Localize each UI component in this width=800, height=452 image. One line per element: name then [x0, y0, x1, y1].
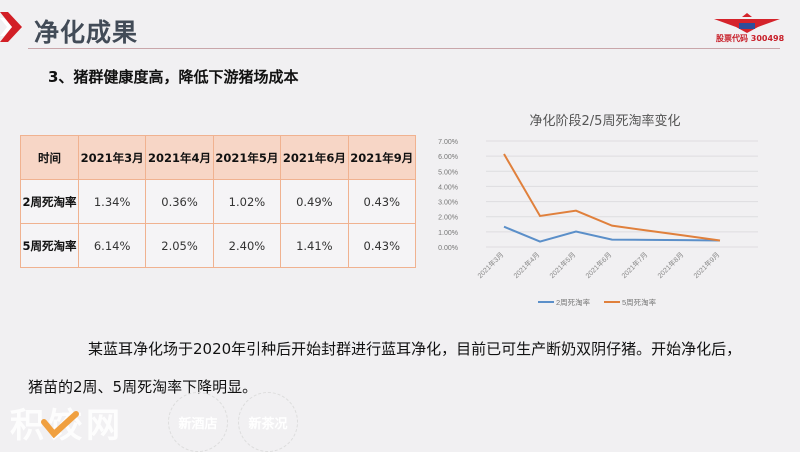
table-cell: 1.41%: [280, 223, 349, 268]
company-logo-icon: [714, 13, 780, 33]
legend-label: 5周死淘率: [622, 297, 657, 307]
table-cell: 0.49%: [280, 179, 349, 224]
y-tick-label: 0.00%: [438, 245, 458, 252]
table-header-cell: 2021年3月: [77, 135, 147, 180]
table-header-cell: 2021年5月: [212, 135, 282, 180]
x-tick-label: 2021年4月: [511, 250, 541, 280]
x-tick-label: 2021年9月: [691, 250, 721, 280]
series-line: [503, 153, 721, 242]
table-cell: 1.34%: [77, 179, 147, 224]
stock-code: 股票代码 300498: [716, 34, 785, 43]
table-row: 5周死淘率 6.14% 2.05% 2.40% 1.41% 0.43%: [20, 223, 417, 268]
table-header-cell: 2021年9月: [347, 135, 417, 180]
chevron-icon: [0, 12, 22, 42]
y-tick-label: 4.00%: [438, 184, 458, 191]
table-cell: 2.05%: [145, 223, 214, 268]
x-tick-label: 2021年8月: [655, 250, 685, 280]
x-tick-label: 2021年3月: [475, 250, 505, 280]
x-tick-label: 2021年6月: [583, 250, 613, 280]
chart-title: 净化阶段2/5周死淘率变化: [529, 114, 681, 129]
table-cell: 0.43%: [347, 179, 417, 224]
row-label: 2周死淘率: [20, 179, 79, 224]
table-header-cell: 2021年6月: [280, 135, 349, 180]
y-tick-label: 1.00%: [438, 230, 458, 237]
body-paragraph: 某蓝耳净化场于2020年引种后开始封群进行蓝耳净化，目前已可生产断奶双阴仔猪。开…: [28, 330, 768, 406]
table-row: 2周死淘率 1.34% 0.36% 1.02% 0.49% 0.43%: [20, 179, 417, 224]
table-cell: 1.02%: [212, 179, 282, 224]
y-tick-label: 2.00%: [438, 215, 458, 222]
legend-label: 2周死淘率: [556, 297, 591, 307]
page-title: 净化成果: [34, 18, 139, 47]
checkmark-icon: [41, 411, 79, 438]
y-tick-label: 7.00%: [438, 139, 458, 146]
y-tick-label: 6.00%: [438, 154, 458, 161]
y-tick-label: 3.00%: [438, 200, 458, 207]
paragraph-line-1: 某蓝耳净化场于2020年引种后开始封群进行蓝耳净化，目前已可生产断奶双阴仔猪。开…: [88, 340, 742, 358]
row-label: 5周死淘率: [20, 223, 79, 268]
table-cell: 2.40%: [212, 223, 282, 268]
table-header-cell: 2021年4月: [145, 135, 214, 180]
paragraph-line-2: 猪苗的2周、5周死淘率下降明显。: [28, 378, 258, 396]
mortality-table: 时间 2021年3月 2021年4月 2021年5月 2021年6月 2021年…: [20, 135, 417, 268]
x-tick-label: 2021年7月: [619, 250, 649, 280]
table-header-row: 时间 2021年3月 2021年4月 2021年5月 2021年6月 2021年…: [20, 135, 417, 180]
title-divider: [28, 48, 780, 49]
section-subtitle: 3、猪群健康度高，降低下游猪场成本: [48, 68, 299, 86]
table-cell: 0.36%: [145, 179, 214, 224]
table-cell: 6.14%: [77, 223, 147, 268]
y-tick-label: 5.00%: [438, 169, 458, 176]
table-header-cell: 时间: [20, 135, 79, 180]
watermark-stamp: 新茶况: [238, 392, 298, 452]
table-cell: 0.43%: [347, 223, 417, 268]
watermark-stamp: 新酒店: [168, 392, 228, 452]
series-line: [503, 225, 721, 243]
x-tick-label: 2021年5月: [547, 250, 577, 280]
line-chart: 7.00% 6.00% 5.00% 4.00% 3.00% 2.00% 1.00% 0.00%…: [438, 139, 758, 307]
